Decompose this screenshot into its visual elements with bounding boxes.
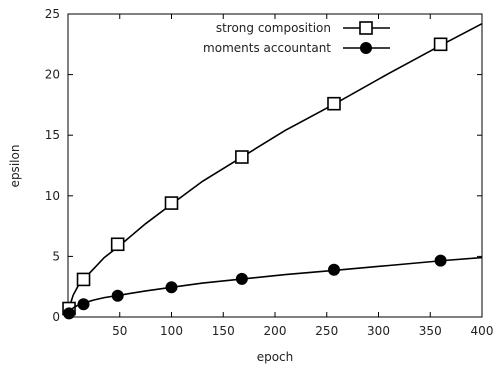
series-moments-accountant xyxy=(63,254,483,320)
x-tick-label: 200 xyxy=(264,324,287,338)
x-tick-label: 150 xyxy=(212,324,235,338)
series-line xyxy=(67,256,483,316)
x-tick-label: 250 xyxy=(315,324,338,338)
series-layer xyxy=(62,22,483,320)
data-point xyxy=(235,150,249,164)
x-tick-label: 400 xyxy=(471,324,494,338)
data-point xyxy=(327,96,341,111)
data-point xyxy=(327,263,340,276)
data-point xyxy=(434,254,447,267)
axis-ticks xyxy=(68,13,483,318)
y-tick-label: 10 xyxy=(45,189,60,203)
x-tick-label: 100 xyxy=(160,324,183,338)
x-tick-label: 350 xyxy=(419,324,442,338)
data-point xyxy=(235,272,248,285)
axis-tick-labels: 50 100 150 200 250 300 350 400 0 5 10 15 20 25 xyxy=(45,7,494,338)
legend-label: strong composition xyxy=(216,21,331,35)
y-tick-label: 25 xyxy=(45,7,60,21)
plot-frame xyxy=(67,13,483,318)
data-point xyxy=(433,37,448,52)
legend-marker xyxy=(359,21,373,35)
data-point xyxy=(111,289,124,302)
data-point xyxy=(110,237,125,252)
y-tick-label: 15 xyxy=(45,128,60,142)
y-tick-label: 20 xyxy=(45,68,60,82)
data-point xyxy=(165,281,178,294)
y-axis-title: epsilon xyxy=(8,145,22,188)
data-point xyxy=(164,196,179,210)
data-point xyxy=(63,307,76,320)
data-point xyxy=(76,272,91,287)
series-strong-composition xyxy=(62,22,483,316)
legend-marker xyxy=(360,42,372,54)
legend: strong composition moments accountant xyxy=(203,21,390,55)
series-line xyxy=(67,22,483,314)
y-tick-label: 0 xyxy=(52,310,60,324)
legend-label: moments accountant xyxy=(203,41,331,55)
data-point xyxy=(77,298,90,311)
x-axis-title: epoch xyxy=(257,350,294,364)
y-tick-label: 5 xyxy=(52,249,60,263)
x-tick-label: 50 xyxy=(112,324,127,338)
x-tick-label: 300 xyxy=(367,324,390,338)
